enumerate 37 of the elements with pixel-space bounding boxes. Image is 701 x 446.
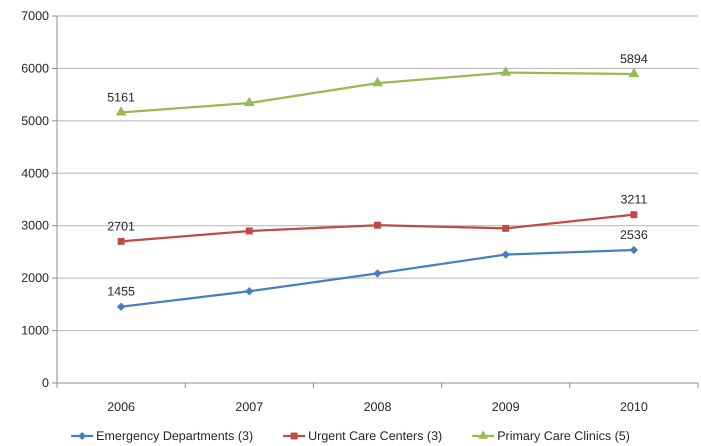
point	[373, 269, 382, 278]
point	[630, 211, 638, 218]
point	[630, 246, 638, 254]
point	[372, 76, 383, 86]
x-tick-label: 2009	[492, 400, 520, 414]
point	[502, 250, 510, 259]
data-label: 1455	[107, 284, 136, 299]
y-tick-label: 1000	[21, 324, 50, 338]
y-tick-label: 0	[42, 376, 50, 390]
data-label: 2536	[620, 228, 648, 242]
data-label: 3211	[620, 192, 648, 207]
y-tick-label: 5000	[21, 114, 50, 128]
data-label: 5161	[107, 90, 136, 104]
y-tick-label: 4000	[21, 166, 50, 180]
point	[500, 66, 512, 76]
y-tick-label: 7000	[21, 9, 50, 23]
point	[374, 222, 381, 229]
data-label: 5894	[620, 52, 648, 66]
point	[116, 302, 126, 311]
x-tick-label: 2010	[620, 400, 648, 414]
legend-label: Emergency Departments (3)	[96, 429, 254, 443]
y-tick-label: 3000	[21, 218, 50, 233]
legend-label: Urgent Care Centers (3)	[308, 429, 442, 443]
legend-label: Primary Care Clinics (5)	[497, 429, 630, 443]
point	[628, 68, 640, 78]
point	[118, 238, 125, 245]
point	[116, 106, 126, 116]
data-label: 2701	[107, 219, 136, 234]
point	[502, 224, 510, 232]
x-tick-label: 2006	[107, 400, 136, 414]
point	[246, 227, 253, 234]
point	[244, 96, 255, 106]
x-tick-label: 2007	[235, 400, 264, 414]
x-tick-label: 2008	[364, 400, 392, 414]
point	[245, 287, 254, 296]
y-tick-label: 2000	[21, 271, 50, 286]
y-tick-label: 6000	[21, 61, 50, 76]
